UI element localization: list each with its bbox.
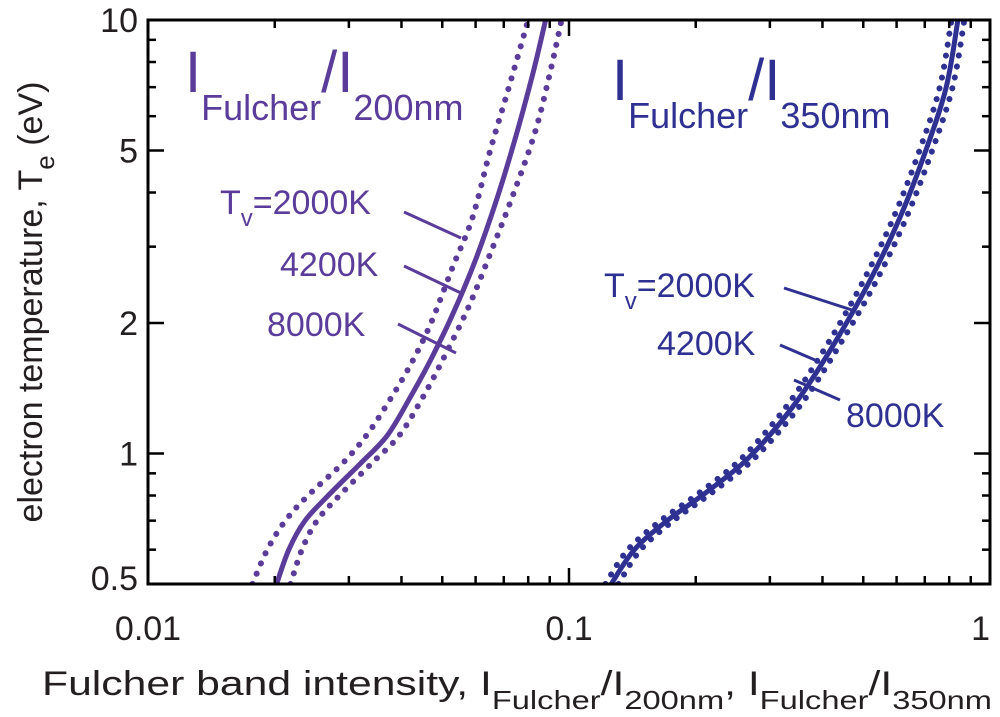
x-tick-label: 0.01 (115, 610, 181, 648)
y-tick-label: 1 (119, 436, 138, 474)
y-axis-label: electron temperature, Te (eV) (12, 82, 60, 523)
annotation-tv-200nm-8000k: 8000K (267, 306, 366, 344)
y-tick-label: 10 (100, 2, 138, 40)
annotation-leader-line (397, 322, 457, 355)
series-line-350nm-tv-4200k (608, 20, 961, 584)
x-tick-label: 0.1 (545, 610, 592, 648)
series-line-200nm-tv-2000k (249, 20, 532, 584)
series-line-200nm-tv-4200k (274, 20, 549, 584)
x-axis-label: Fulcher band intensity, I Fulcher/I 200nm,… (42, 665, 992, 715)
annotation-tv-200nm-first: Tv=2000K (220, 184, 371, 232)
series-line-200nm-tv-8000k (287, 20, 565, 584)
annotation-tv-350nm-first: Tv=2000K (604, 267, 755, 315)
annotation-tv-350nm-8000k: 8000K (846, 397, 945, 435)
annotation-tv-350nm-4200k: 4200K (657, 325, 756, 363)
y-tick-label: 5 (119, 132, 138, 170)
y-tick-label: 0.5 (91, 560, 138, 598)
x-tick-label: 1 (971, 610, 990, 648)
series-line-350nm-tv-2000k (602, 20, 955, 584)
annotation-leader-line (793, 378, 841, 402)
series-line-350nm-tv-8000k (615, 20, 968, 584)
panel-label-200nm: IFulcher/I200nm (185, 40, 463, 128)
y-tick-label: 2 (119, 305, 138, 343)
annotation-leader-line (783, 286, 853, 312)
annotation-leader-line (779, 343, 816, 362)
annotation-leader-line (403, 210, 462, 240)
panel-label-350nm: IFulcher/I350nm (612, 48, 890, 136)
annotation-leader-line (403, 264, 464, 296)
annotation-tv-200nm-4200k: 4200K (280, 246, 379, 284)
